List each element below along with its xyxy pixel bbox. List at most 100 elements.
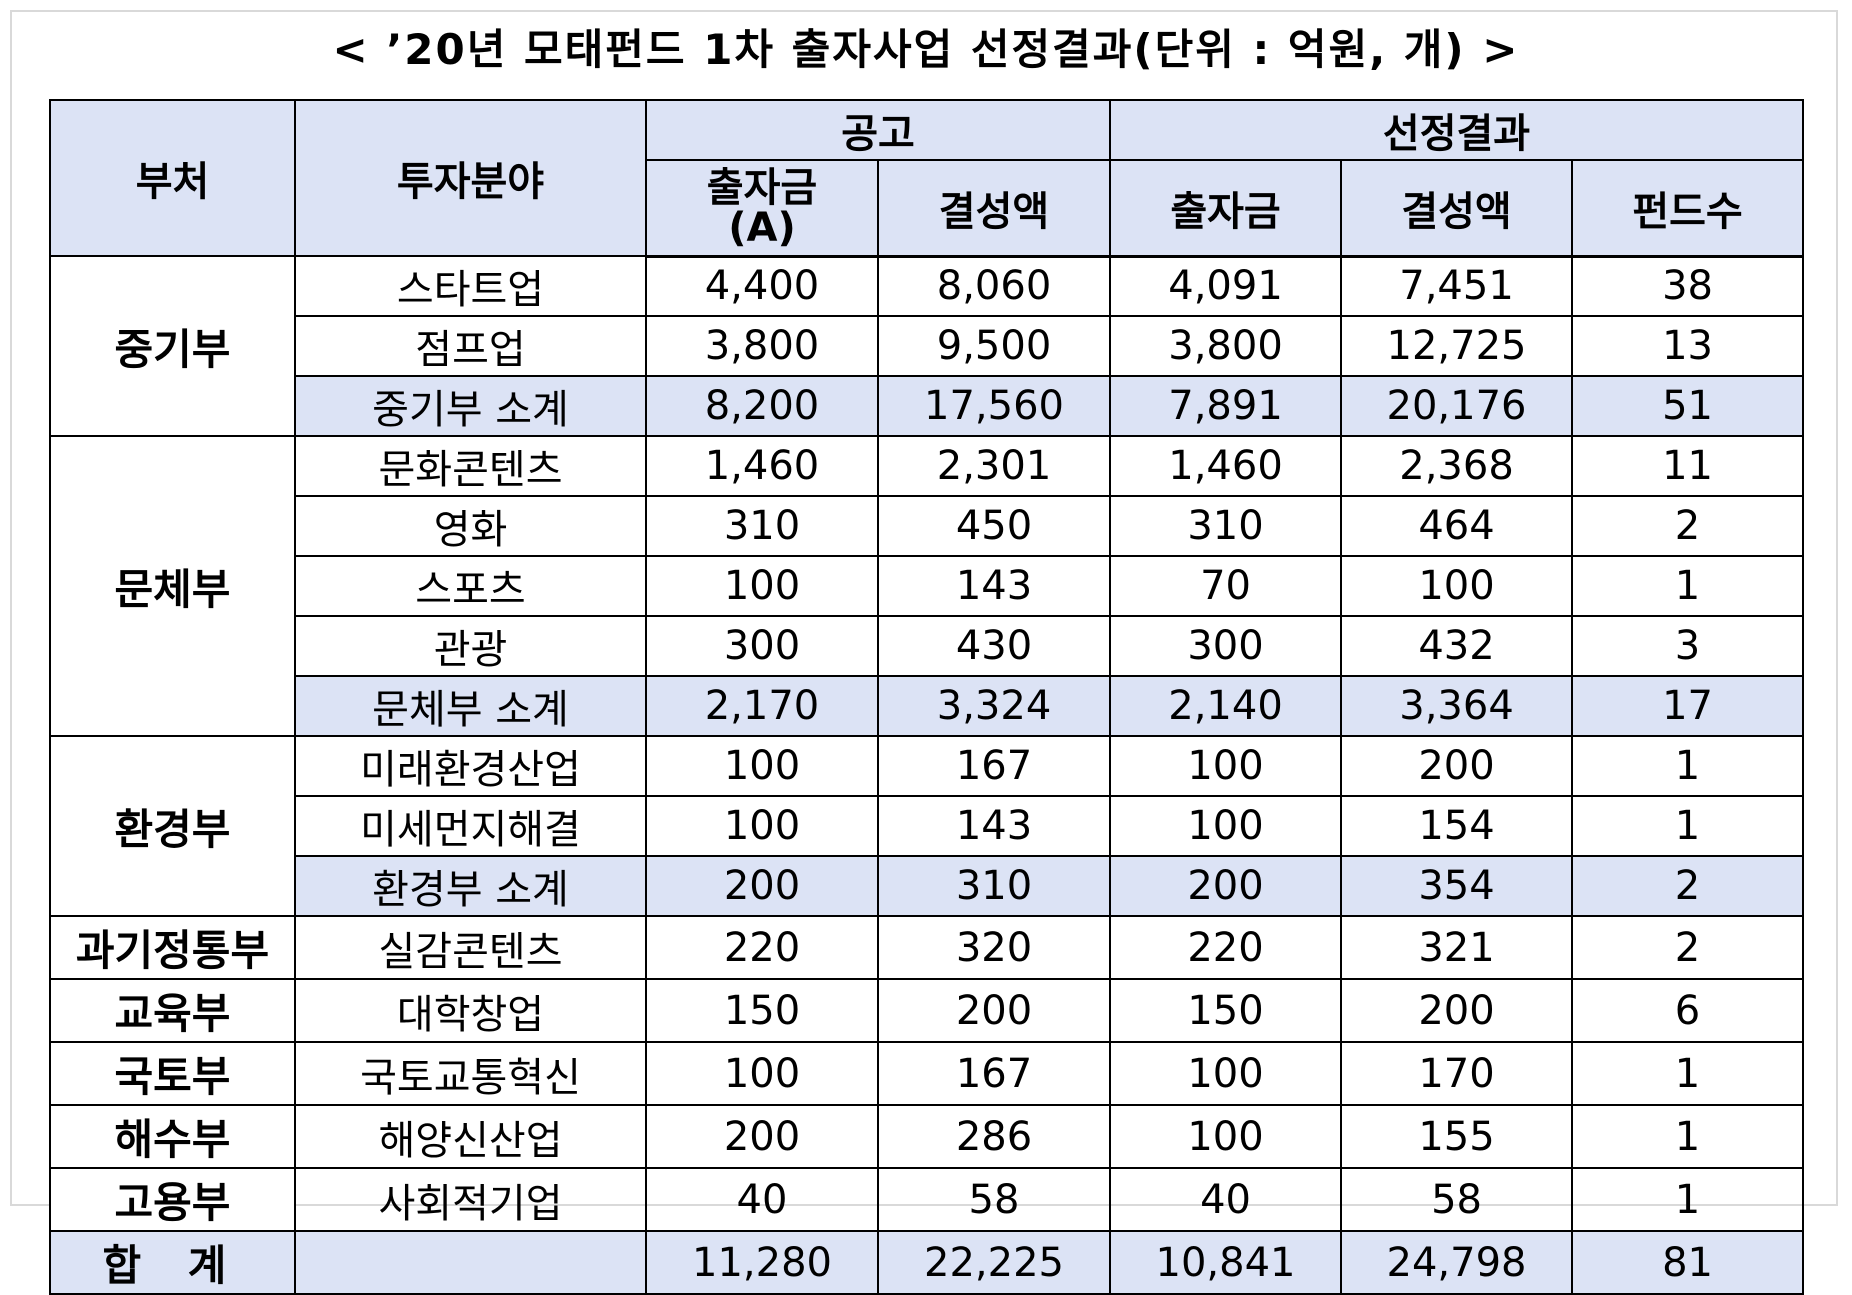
total-result-fund-cell: 24,798 (1340, 1230, 1574, 1295)
table-row: 과기정통부 실감콘텐츠 220 320 220 321 2 (49, 915, 1805, 980)
announce-invest-cell: 2,170 (645, 675, 879, 737)
field-cell: 실감콘텐츠 (294, 915, 647, 980)
fund-count-cell: 1 (1571, 1104, 1805, 1169)
announce-fund-cell: 286 (876, 1104, 1112, 1169)
result-fund-cell: 170 (1340, 1041, 1574, 1106)
result-invest-cell: 220 (1109, 915, 1343, 980)
result-invest-cell: 1,460 (1109, 435, 1343, 497)
table-row: 국토부 국토교통혁신 100 167 100 170 1 (49, 1041, 1805, 1106)
header-announce-invest-sub: (A) (728, 204, 796, 251)
table-body: 중기부 스타트업 4,400 8,060 4,091 7,451 38 점프업 3,800 9,5… (49, 255, 1805, 1295)
announce-fund-cell: 143 (876, 555, 1112, 617)
dept-cell: 해수부 (49, 1104, 296, 1169)
announce-invest-cell: 4,400 (645, 255, 879, 317)
header-dept: 부처 (49, 99, 296, 257)
result-fund-cell: 2,368 (1340, 435, 1574, 497)
result-fund-cell: 321 (1340, 915, 1574, 980)
result-invest-cell: 100 (1109, 735, 1343, 797)
fund-selection-table: 부처 투자분야 공고 선정결과 출자금 (A) 결성액 출자금 결성액 펀드수 … (49, 99, 1805, 1295)
header-result-fund: 결성액 (1340, 159, 1574, 258)
fund-count-cell: 38 (1571, 255, 1805, 317)
dept-cell: 환경부 (49, 735, 296, 917)
announce-fund-cell: 3,324 (876, 675, 1112, 737)
announce-invest-cell: 200 (645, 855, 879, 917)
dept-cell: 과기정통부 (49, 915, 296, 980)
table-row: 관광 300 430 300 432 3 (50, 615, 1805, 677)
result-invest-cell: 310 (1109, 495, 1343, 557)
total-row: 합 계 11,280 22,225 10,841 24,798 81 (49, 1230, 1805, 1295)
dept-cell: 중기부 (49, 255, 296, 437)
announce-invest-cell: 150 (645, 978, 879, 1043)
result-fund-cell: 200 (1340, 735, 1574, 797)
fund-count-cell: 2 (1571, 915, 1805, 980)
fund-count-cell: 11 (1571, 435, 1805, 497)
field-cell: 중기부 소계 (294, 375, 647, 437)
announce-fund-cell: 167 (876, 735, 1112, 797)
table-row: 교육부 대학창업 150 200 150 200 6 (49, 978, 1805, 1043)
total-field-cell (294, 1230, 647, 1295)
fund-count-cell: 1 (1571, 795, 1805, 857)
subtotal-row: 중기부 소계 8,200 17,560 7,891 20,176 51 (50, 375, 1805, 437)
announce-fund-cell: 8,060 (876, 255, 1112, 317)
field-cell: 문체부 소계 (294, 675, 647, 737)
field-cell: 해양신산업 (294, 1104, 647, 1169)
announce-invest-cell: 100 (645, 795, 879, 857)
result-invest-cell: 300 (1109, 615, 1343, 677)
header-announce-invest-label: 출자금 (706, 164, 818, 211)
result-invest-cell: 4,091 (1109, 255, 1343, 317)
result-fund-cell: 155 (1340, 1104, 1574, 1169)
fund-count-cell: 3 (1571, 615, 1805, 677)
fund-count-cell: 1 (1571, 1041, 1805, 1106)
table-row: 문체부 문화콘텐츠 1,460 2,301 1,460 2,368 11 (49, 435, 1805, 737)
announce-fund-cell: 200 (876, 978, 1112, 1043)
fund-count-cell: 1 (1571, 555, 1805, 617)
total-label: 합 계 (49, 1230, 296, 1295)
field-cell: 사회적기업 (294, 1167, 647, 1232)
result-fund-cell: 200 (1340, 978, 1574, 1043)
table-row: 미세먼지해결 100 143 100 154 1 (50, 795, 1805, 857)
table-row: 스포츠 100 143 70 100 1 (50, 555, 1805, 617)
announce-fund-cell: 450 (876, 495, 1112, 557)
field-cell: 대학창업 (294, 978, 647, 1043)
result-invest-cell: 3,800 (1109, 315, 1343, 377)
header-result-invest: 출자금 (1109, 159, 1343, 258)
field-cell: 미세먼지해결 (294, 795, 647, 857)
field-cell: 문화콘텐츠 (294, 435, 647, 497)
result-invest-cell: 40 (1109, 1167, 1343, 1232)
table-row: 환경부 미래환경산업 100 167 100 200 1 (49, 735, 1805, 917)
header-field: 투자분야 (294, 99, 647, 257)
result-fund-cell: 100 (1340, 555, 1574, 617)
table-row: 중기부 스타트업 4,400 8,060 4,091 7,451 38 (49, 255, 1805, 437)
field-cell: 스타트업 (294, 255, 647, 317)
table-row: 점프업 3,800 9,500 3,800 12,725 13 (50, 315, 1805, 377)
fund-count-cell: 51 (1571, 375, 1805, 437)
dept-cell: 교육부 (49, 978, 296, 1043)
fund-count-cell: 1 (1571, 735, 1805, 797)
result-invest-cell: 100 (1109, 1104, 1343, 1169)
subtotal-row: 환경부 소계 200 310 200 354 2 (50, 855, 1805, 917)
result-invest-cell: 7,891 (1109, 375, 1343, 437)
fund-count-cell: 2 (1571, 855, 1805, 917)
announce-invest-cell: 100 (645, 555, 879, 617)
announce-invest-cell: 100 (645, 1041, 879, 1106)
header-announce-fund: 결성액 (876, 159, 1112, 258)
announce-invest-cell: 200 (645, 1104, 879, 1169)
result-fund-cell: 354 (1340, 855, 1574, 917)
announce-fund-cell: 143 (876, 795, 1112, 857)
table-row: 영화 310 450 310 464 2 (50, 495, 1805, 557)
field-cell: 국토교통혁신 (294, 1041, 647, 1106)
announce-fund-cell: 2,301 (876, 435, 1112, 497)
announce-invest-cell: 1,460 (645, 435, 879, 497)
result-fund-cell: 464 (1340, 495, 1574, 557)
announce-invest-cell: 300 (645, 615, 879, 677)
announce-invest-cell: 220 (645, 915, 879, 980)
fund-count-cell: 17 (1571, 675, 1805, 737)
header-group-announce: 공고 (644, 99, 1112, 161)
result-invest-cell: 2,140 (1109, 675, 1343, 737)
field-cell: 점프업 (294, 315, 647, 377)
field-cell: 영화 (294, 495, 647, 557)
total-announce-fund-cell: 22,225 (876, 1230, 1112, 1295)
announce-invest-cell: 3,800 (645, 315, 879, 377)
header-group-result: 선정결과 (1109, 99, 1805, 161)
dept-cell: 국토부 (49, 1041, 296, 1106)
